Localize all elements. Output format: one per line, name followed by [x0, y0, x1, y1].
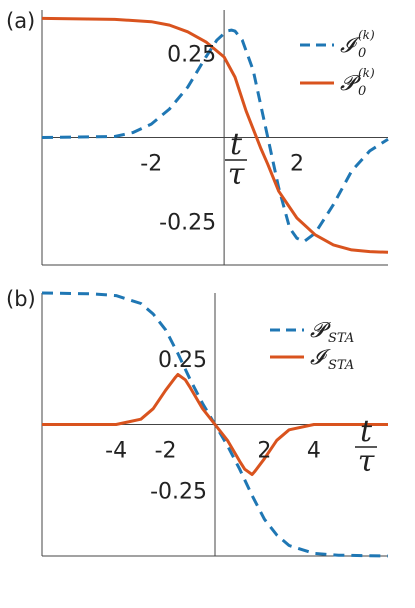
panel-label: (b)	[6, 287, 36, 311]
series-line-i-0-k-	[41, 28, 389, 243]
x-label-denominator: τ	[358, 444, 375, 479]
x-tick-label: -4	[105, 439, 127, 464]
legend-label-subscript: STA	[328, 331, 354, 346]
y-tick-label: -0.25	[159, 210, 216, 235]
x-label-numerator: t	[230, 127, 243, 162]
legend-label-superscript: (k)	[358, 28, 375, 42]
y-tick-label: 0.25	[167, 43, 216, 68]
series-line-i-sta	[42, 373, 388, 476]
x-tick-label: 4	[307, 439, 321, 464]
panel-label: (a)	[6, 9, 35, 33]
x-label-denominator: τ	[228, 157, 245, 192]
x-tick-label: 2	[290, 152, 304, 177]
legend-label-superscript: (k)	[358, 66, 375, 80]
legend-label-subscript: 0	[358, 46, 366, 61]
legend-label-subscript: 0	[358, 84, 366, 99]
y-tick-label: -0.25	[150, 479, 207, 504]
x-tick-label: 2	[257, 439, 271, 464]
x-label-numerator: t	[360, 414, 373, 449]
y-tick-label: 0.25	[158, 348, 207, 373]
series-line-p-0-k-	[41, 16, 389, 254]
x-tick-label: -2	[140, 152, 162, 177]
x-tick-label: -2	[155, 439, 177, 464]
legend-label-subscript: STA	[328, 358, 354, 373]
